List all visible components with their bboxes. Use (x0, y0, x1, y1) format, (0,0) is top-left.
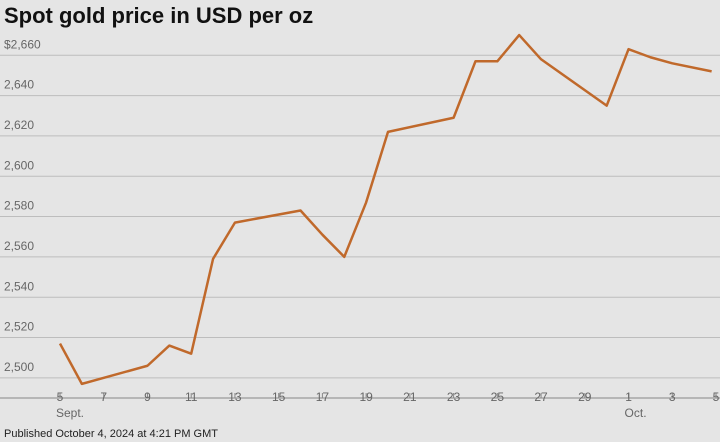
x-tick-label: 1 (625, 390, 632, 404)
price-line (58, 33, 712, 386)
x-tick-label: 29 (578, 390, 592, 404)
x-tick-label: 25 (491, 390, 505, 404)
x-tick-label: 23 (447, 390, 461, 404)
y-tick-label: 2,640 (4, 78, 34, 92)
month-label: Sept. (56, 406, 84, 420)
x-tick-label: 13 (228, 390, 242, 404)
y-tick-label: 2,520 (4, 320, 34, 334)
x-tick-label: 5 (57, 390, 64, 404)
y-tick-label: 2,500 (4, 360, 34, 374)
x-tick-label: 9 (144, 390, 151, 404)
x-tick-label: 3 (669, 390, 676, 404)
x-tick-label: 7 (100, 390, 107, 404)
x-tick-label: 15 (272, 390, 286, 404)
x-tick-label: 5 (713, 390, 720, 404)
x-tick-label: 21 (403, 390, 417, 404)
x-tick-label: 19 (359, 390, 373, 404)
y-tick-label: 2,620 (4, 118, 34, 132)
y-tick-label: 2,560 (4, 239, 34, 253)
chart-title: Spot gold price in USD per oz (4, 3, 313, 28)
x-tick-label: 17 (316, 390, 330, 404)
footer: Published October 4, 2024 at 4:21 PM GMT (4, 428, 218, 440)
y-tick-label: 2,540 (4, 279, 34, 293)
x-tick-label: 27 (534, 390, 548, 404)
month-label: Oct. (625, 406, 647, 420)
y-tick-label: 2,580 (4, 199, 34, 213)
y-tick-label: $2,660 (4, 37, 41, 51)
x-tick-label: 11 (185, 390, 198, 404)
y-tick-label: 2,600 (4, 158, 34, 172)
